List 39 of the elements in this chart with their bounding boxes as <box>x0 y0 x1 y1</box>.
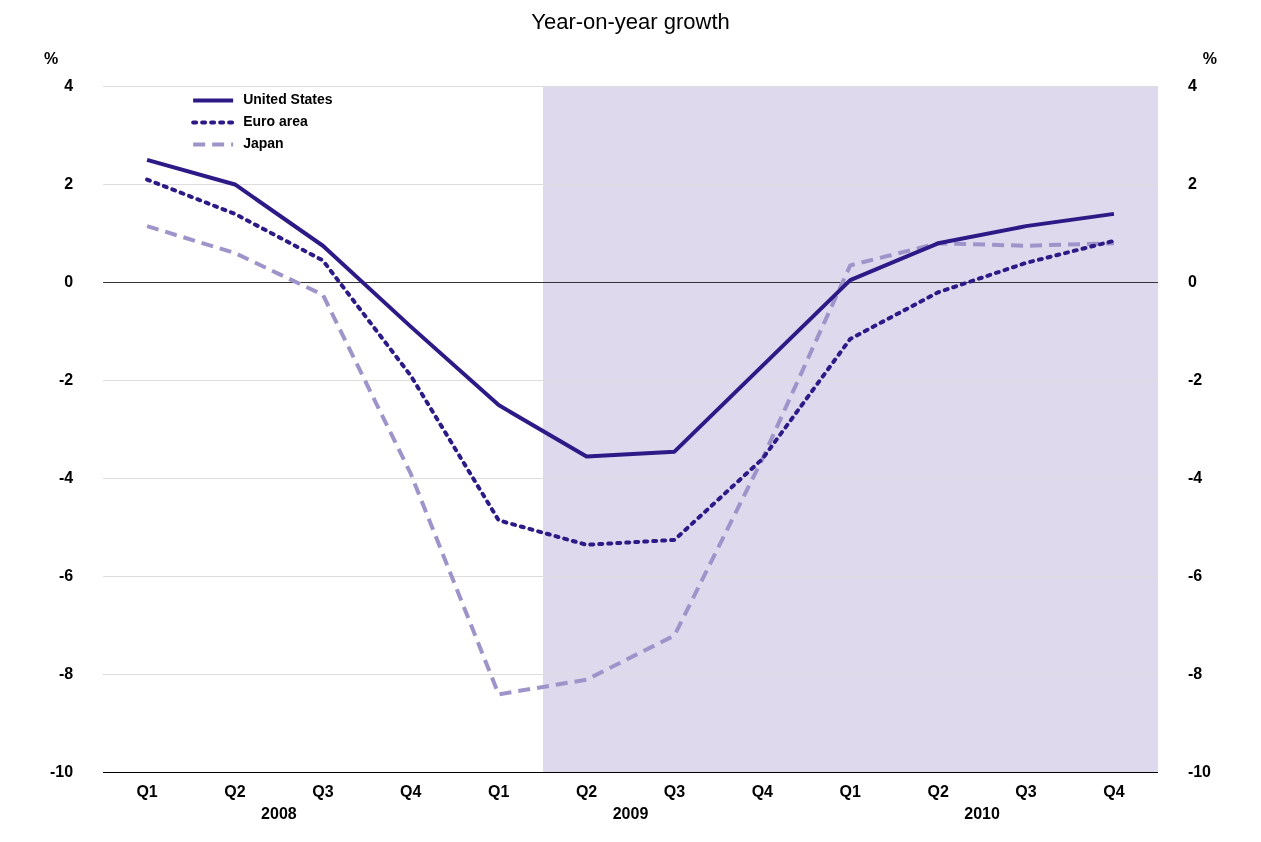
y-tick-label: -6 <box>58 567 74 585</box>
y-tick-label: 0 <box>64 272 74 290</box>
x-tick-label: Q3 <box>312 782 334 800</box>
y-tick-label: -4 <box>58 469 74 487</box>
y-tick-label: 2 <box>64 174 74 192</box>
x-tick-label: Q2 <box>224 782 246 800</box>
chart-title: Year-on-year growth <box>531 9 730 35</box>
y-tick-label: -10 <box>50 763 74 781</box>
y2-tick-label: -6 <box>1187 567 1203 585</box>
legend-label: Japan <box>243 135 284 152</box>
y2-tick-label: -10 <box>1187 763 1212 781</box>
y-tick-label: -2 <box>58 370 74 388</box>
y2-tick-label: -4 <box>1187 469 1203 487</box>
text: 2009 <box>612 804 649 822</box>
x-tick-label: Q1 <box>487 782 510 800</box>
x-tick-label: Q4 <box>400 782 422 800</box>
legend-label: United States <box>243 91 333 108</box>
x-tick-label: Q3 <box>1015 782 1037 800</box>
text: 2010 <box>964 804 1000 822</box>
y-tick-label: -8 <box>58 665 74 683</box>
y2-tick-label: 0 <box>1187 272 1197 290</box>
legend-label: Euro area <box>243 113 308 130</box>
x-tick-label: Q1 <box>839 782 862 800</box>
x-tick-label: Q3 <box>663 782 686 800</box>
y2-tick-label: -2 <box>1187 370 1203 388</box>
y2-tick-label: -8 <box>1187 665 1203 683</box>
line-series <box>145 224 1116 697</box>
x-tick-label: Q1 <box>136 782 158 800</box>
text: 2008 <box>261 804 297 822</box>
x-tick-label: Q4 <box>751 782 774 800</box>
x-tick-label: Q2 <box>575 782 598 800</box>
y2-axis-title: % <box>1202 50 1217 68</box>
y-tick-label: 4 <box>64 76 74 94</box>
x-tick-label: Q2 <box>927 782 949 800</box>
line-series <box>145 177 1116 547</box>
x-tick-label: Q4 <box>1103 782 1125 800</box>
y2-tick-label: 2 <box>1187 174 1197 192</box>
y-axis-title: % <box>44 50 59 68</box>
y2-tick-label: 4 <box>1187 76 1197 94</box>
